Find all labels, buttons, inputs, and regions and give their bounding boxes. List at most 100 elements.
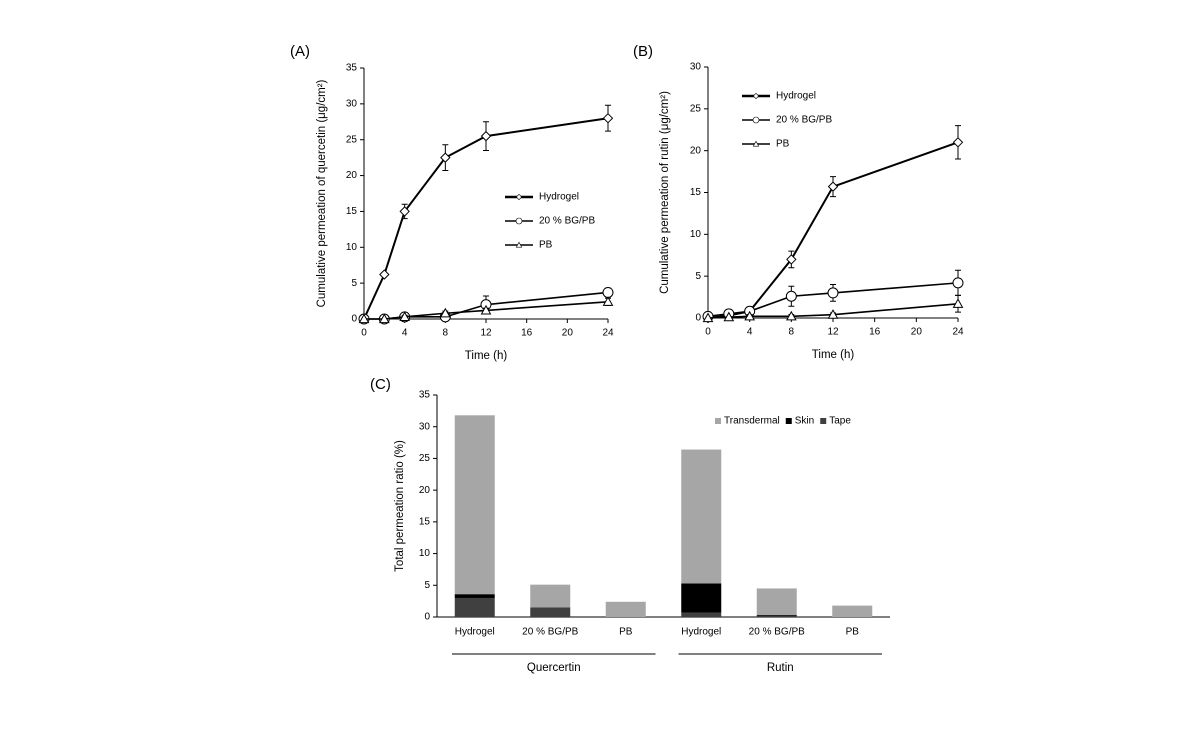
marker	[378, 313, 390, 324]
bar-segment	[454, 594, 495, 598]
x-tick-label: 0	[361, 328, 367, 339]
marker	[785, 290, 797, 302]
marker	[440, 152, 451, 163]
y-tick-label: 25	[346, 134, 358, 145]
marker	[602, 296, 614, 306]
y-tick-label: 30	[346, 98, 358, 109]
x-tick-label: 8	[789, 327, 795, 338]
marker	[723, 311, 735, 322]
x-axis-label: Time (h)	[812, 349, 855, 361]
x-tick-label: 16	[869, 327, 881, 338]
y-tick-label: 0	[695, 313, 701, 324]
x-tick-label: 20	[562, 328, 574, 339]
marker	[379, 269, 390, 280]
y-tick-label: 5	[424, 580, 430, 591]
bar-segment	[832, 605, 873, 617]
y-tick-label: 35	[346, 63, 358, 74]
legend-label: 20 % BG/PB	[539, 216, 595, 227]
legend-label: Tape	[829, 416, 851, 427]
marker	[827, 309, 839, 319]
panel-label: (A)	[290, 43, 310, 60]
y-tick-label: 10	[419, 548, 431, 559]
marker	[785, 310, 797, 321]
marker	[952, 298, 964, 308]
marker	[752, 140, 760, 147]
bar-segment	[530, 607, 571, 617]
y-tick-label: 10	[346, 242, 358, 253]
y-tick-label: 5	[351, 278, 357, 289]
legend-label: Hydrogel	[539, 192, 579, 203]
x-tick-label: 24	[952, 327, 964, 338]
marker	[752, 92, 760, 100]
legend-label: 20 % BG/PB	[776, 115, 832, 126]
y-tick-label: 25	[419, 453, 431, 464]
marker	[952, 277, 964, 289]
x-tick-label: 4	[402, 328, 408, 339]
y-tick-label: 35	[419, 390, 431, 401]
legend-swatch	[820, 418, 827, 424]
y-axis-label: Cumulative permeation of quercetin (μg/c…	[316, 79, 328, 307]
y-tick-label: 30	[419, 421, 431, 432]
x-tick-label: 12	[480, 328, 492, 339]
marker	[602, 112, 614, 124]
bar-segment	[756, 616, 797, 617]
marker	[602, 286, 614, 298]
legend-label: Transdermal	[724, 416, 780, 427]
marker	[952, 137, 964, 148]
x-tick-label: 24	[602, 328, 614, 339]
marker	[752, 116, 760, 124]
legend-label: PB	[776, 139, 790, 150]
marker	[515, 241, 523, 248]
x-tick-label: PB	[619, 627, 633, 638]
bar-segment	[454, 597, 495, 617]
y-tick-label: 0	[424, 612, 430, 623]
x-tick-label: 20	[911, 327, 923, 338]
bar-segment	[530, 584, 571, 608]
panel-label: (C)	[370, 376, 391, 393]
x-tick-label: 4	[747, 327, 753, 338]
series-line	[707, 302, 959, 319]
x-tick-label: 20 % BG/PB	[749, 627, 805, 638]
marker	[744, 310, 756, 321]
bar-segment	[681, 449, 722, 584]
x-tick-label: 8	[443, 328, 449, 339]
legend-label: PB	[539, 240, 553, 251]
marker	[480, 130, 492, 142]
panel-label: (B)	[633, 43, 653, 60]
marker	[399, 206, 410, 217]
y-axis-label: Cumulative permeation of rutin (μg/cm²)	[659, 91, 671, 294]
y-tick-label: 30	[690, 62, 702, 73]
y-tick-label: 20	[690, 145, 702, 156]
marker	[480, 304, 492, 315]
bar-segment	[756, 615, 797, 617]
x-tick-label: Hydrogel	[681, 627, 721, 638]
marker	[439, 307, 451, 318]
legend-label: Hydrogel	[776, 91, 816, 102]
x-tick-label: 0	[705, 327, 711, 338]
y-tick-label: 20	[346, 170, 358, 181]
marker	[827, 287, 839, 299]
bar-segment	[681, 583, 722, 613]
y-tick-label: 15	[419, 516, 431, 527]
bar-segment	[454, 415, 495, 595]
marker	[515, 217, 523, 225]
bar-segment	[605, 601, 646, 617]
group-label: Rutin	[767, 662, 794, 674]
y-tick-label: 20	[419, 485, 431, 496]
x-tick-label: Hydrogel	[455, 627, 495, 638]
x-tick-label: PB	[846, 627, 860, 638]
x-tick-label: 12	[827, 327, 839, 338]
marker	[702, 312, 714, 323]
legend-swatch	[715, 418, 721, 424]
y-tick-label: 5	[695, 271, 701, 282]
y-tick-label: 25	[690, 103, 702, 114]
series-line	[363, 117, 609, 320]
group-label: Quercertin	[527, 662, 581, 674]
marker	[515, 193, 523, 201]
series-line	[364, 300, 609, 320]
x-axis-label: Time (h)	[465, 350, 508, 362]
x-tick-label: 20 % BG/PB	[522, 627, 578, 638]
y-tick-label: 10	[690, 229, 702, 240]
y-tick-label: 0	[351, 314, 357, 325]
marker	[399, 311, 411, 321]
